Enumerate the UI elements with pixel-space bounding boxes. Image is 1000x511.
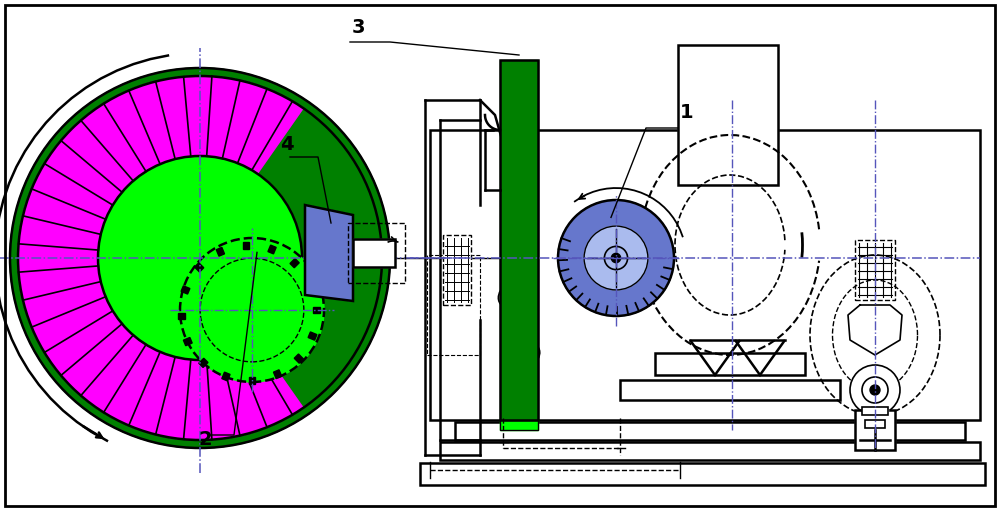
Bar: [178, 313, 185, 319]
Bar: [430, 130, 980, 420]
Bar: [500, 420, 538, 430]
Bar: [268, 245, 276, 254]
Circle shape: [98, 156, 302, 360]
Bar: [620, 380, 840, 400]
Bar: [655, 353, 805, 375]
Bar: [655, 353, 805, 375]
Polygon shape: [305, 205, 353, 301]
Circle shape: [180, 238, 324, 382]
Circle shape: [558, 200, 674, 316]
Bar: [183, 337, 192, 346]
Bar: [427, 255, 480, 355]
Bar: [500, 420, 538, 430]
Bar: [430, 130, 980, 420]
Bar: [855, 240, 895, 300]
Bar: [443, 235, 471, 305]
Text: 4: 4: [280, 135, 294, 154]
Bar: [273, 370, 282, 379]
Bar: [862, 407, 888, 415]
Bar: [420, 463, 985, 485]
Circle shape: [850, 365, 900, 415]
Bar: [862, 407, 888, 415]
Bar: [620, 380, 840, 400]
Bar: [855, 240, 895, 300]
Bar: [249, 377, 255, 384]
Bar: [353, 239, 395, 267]
Bar: [308, 332, 317, 340]
Circle shape: [584, 226, 648, 290]
Circle shape: [870, 385, 880, 395]
Text: 3: 3: [352, 18, 366, 37]
Bar: [865, 420, 885, 428]
Bar: [306, 281, 315, 289]
Bar: [855, 410, 895, 450]
Bar: [855, 410, 895, 450]
Bar: [865, 420, 885, 428]
Bar: [455, 422, 965, 440]
Text: 2: 2: [198, 430, 212, 449]
Bar: [500, 60, 538, 420]
Circle shape: [862, 377, 888, 403]
Wedge shape: [200, 105, 387, 411]
Bar: [348, 223, 405, 283]
Bar: [353, 239, 395, 267]
Bar: [455, 422, 965, 440]
Bar: [181, 286, 190, 294]
Text: 1: 1: [680, 103, 694, 122]
Bar: [440, 442, 980, 460]
Bar: [243, 242, 249, 249]
Bar: [440, 442, 980, 460]
Bar: [216, 247, 225, 256]
Bar: [500, 60, 538, 420]
Bar: [313, 307, 320, 313]
Bar: [222, 372, 230, 381]
Bar: [290, 259, 299, 268]
Bar: [678, 45, 778, 185]
Bar: [195, 263, 204, 272]
Circle shape: [611, 253, 621, 263]
Bar: [420, 463, 985, 485]
Circle shape: [10, 68, 390, 448]
Bar: [294, 354, 303, 363]
Bar: [678, 45, 778, 185]
Bar: [443, 235, 471, 305]
Bar: [199, 358, 208, 367]
